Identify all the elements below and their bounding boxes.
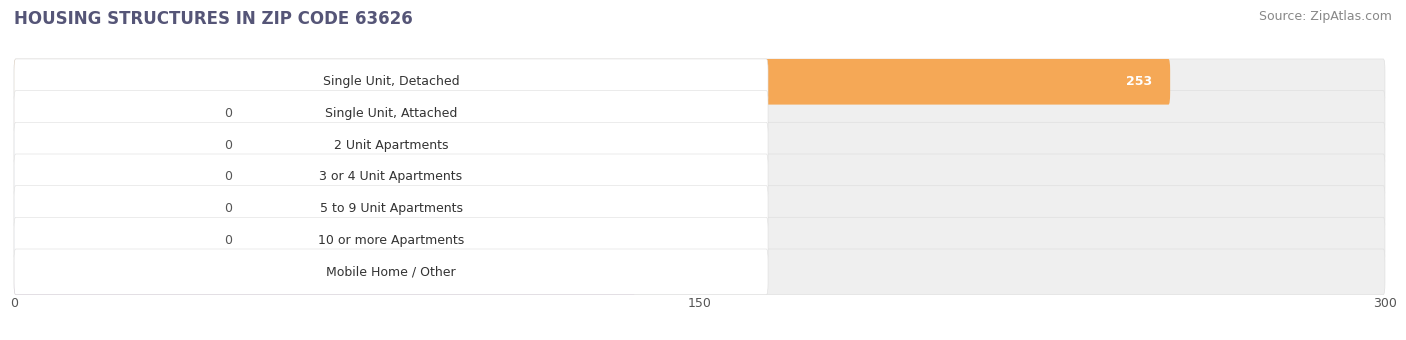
Text: 0: 0	[225, 107, 232, 120]
FancyBboxPatch shape	[14, 59, 1170, 105]
FancyBboxPatch shape	[14, 154, 1385, 200]
FancyBboxPatch shape	[14, 154, 768, 200]
Text: 2 Unit Apartments: 2 Unit Apartments	[333, 139, 449, 152]
FancyBboxPatch shape	[14, 217, 1385, 263]
Text: 0: 0	[225, 234, 232, 246]
FancyBboxPatch shape	[14, 217, 197, 263]
FancyBboxPatch shape	[14, 59, 1385, 105]
Text: Single Unit, Attached: Single Unit, Attached	[325, 107, 457, 120]
FancyBboxPatch shape	[14, 122, 1385, 168]
Text: Source: ZipAtlas.com: Source: ZipAtlas.com	[1258, 10, 1392, 23]
FancyBboxPatch shape	[14, 186, 768, 231]
Text: Mobile Home / Other: Mobile Home / Other	[326, 265, 456, 278]
Text: 253: 253	[1126, 75, 1152, 88]
FancyBboxPatch shape	[14, 249, 768, 295]
FancyBboxPatch shape	[14, 122, 768, 168]
FancyBboxPatch shape	[14, 186, 1385, 231]
Text: 136: 136	[592, 265, 617, 278]
FancyBboxPatch shape	[14, 249, 1385, 295]
FancyBboxPatch shape	[14, 91, 768, 136]
Text: 5 to 9 Unit Apartments: 5 to 9 Unit Apartments	[319, 202, 463, 215]
FancyBboxPatch shape	[14, 249, 636, 295]
Text: 10 or more Apartments: 10 or more Apartments	[318, 234, 464, 246]
FancyBboxPatch shape	[14, 91, 197, 136]
FancyBboxPatch shape	[14, 154, 197, 200]
Text: HOUSING STRUCTURES IN ZIP CODE 63626: HOUSING STRUCTURES IN ZIP CODE 63626	[14, 10, 413, 28]
Text: 3 or 4 Unit Apartments: 3 or 4 Unit Apartments	[319, 170, 463, 183]
Text: 0: 0	[225, 139, 232, 152]
Text: 0: 0	[225, 202, 232, 215]
FancyBboxPatch shape	[14, 186, 197, 231]
FancyBboxPatch shape	[14, 217, 768, 263]
FancyBboxPatch shape	[14, 91, 1385, 136]
FancyBboxPatch shape	[14, 59, 768, 105]
FancyBboxPatch shape	[14, 122, 197, 168]
Text: 0: 0	[225, 170, 232, 183]
Text: Single Unit, Detached: Single Unit, Detached	[323, 75, 460, 88]
